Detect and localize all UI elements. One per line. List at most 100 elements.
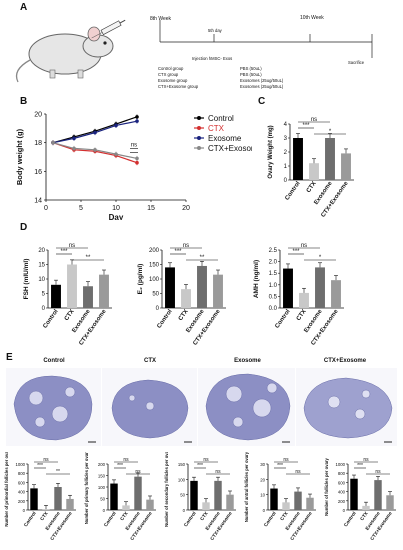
panel-label-d: D	[20, 222, 28, 233]
category-label: CTX	[306, 181, 318, 194]
data-point	[93, 130, 97, 135]
y-tick-label: 10	[38, 277, 45, 283]
sig-label: ns	[311, 117, 317, 123]
sig-label: ***	[60, 249, 68, 255]
category-label: CTX	[119, 510, 130, 522]
y-axis-label: E₂ (pg/ml)	[137, 264, 144, 295]
group-0-treat: PBS (50uL)	[240, 66, 262, 71]
y-tick-label: 200	[338, 499, 346, 504]
bar-1	[362, 505, 370, 510]
timeline	[159, 20, 373, 58]
legend-item-0: Control	[208, 114, 234, 123]
bar-3	[146, 499, 154, 510]
panel-label-b: B	[20, 96, 28, 107]
sig-label: ns	[295, 469, 301, 475]
sig-label: ***	[292, 249, 300, 255]
sig-label: *	[329, 129, 332, 135]
sig-label: ns	[215, 469, 221, 475]
data-point	[72, 136, 76, 141]
bar-2	[325, 138, 335, 180]
y-axis-label: Number of primary follicles per ovary	[84, 452, 89, 524]
y-axis-label: Ovary Weight (mg)	[268, 125, 274, 178]
data-point	[93, 148, 97, 152]
bar-2	[197, 265, 207, 308]
y-tick-label: 200	[98, 462, 106, 467]
bar-0	[165, 267, 175, 308]
category-label: CTX	[296, 309, 308, 322]
panel-label-e: E	[6, 352, 13, 363]
y-tick-label: 4	[284, 122, 288, 128]
y-tick-label: 400	[338, 490, 346, 495]
x-tick-label: 20	[182, 205, 190, 212]
legend-item-3: CTX+Exosome	[208, 144, 252, 153]
y-tick-label: 150	[98, 474, 106, 479]
bar-2	[315, 267, 325, 308]
group-3-treat: Exosomes (25ug/50uL)	[240, 84, 284, 89]
ovary-section-exosome	[205, 373, 291, 441]
group-1-name: CTX group	[158, 72, 179, 77]
bar-3	[386, 495, 394, 510]
sig-label: ***	[357, 463, 363, 469]
y-tick-label: 200	[149, 248, 160, 254]
bar-0	[110, 483, 118, 510]
y-tick-label: 150	[149, 263, 160, 269]
sig-label: ns	[283, 457, 289, 463]
data-point	[114, 123, 118, 128]
y-tick-label: 10	[260, 493, 265, 498]
bar-0	[350, 478, 358, 510]
y-tick-label: 100	[149, 277, 160, 283]
y-tick-label: 600	[18, 480, 26, 485]
y-tick-label: 0	[23, 508, 26, 513]
y-tick-label: 0	[183, 508, 186, 513]
sig-label: ns	[69, 243, 75, 249]
data-point	[51, 140, 55, 145]
bar-2	[374, 480, 382, 510]
y-axis-label: Number of antral follicles per ovary	[244, 452, 249, 522]
sig-label: ns	[363, 457, 369, 463]
x-tick-label: 10	[112, 205, 120, 212]
y-tick-label: 1.0	[269, 283, 278, 289]
category-label: Control	[23, 511, 38, 528]
bar-3	[306, 497, 314, 510]
y-tick-label: 30	[260, 462, 265, 467]
y-tick-label: 0	[284, 178, 288, 184]
y-tick-label: 14	[34, 198, 42, 205]
y-tick-label: 0	[343, 508, 346, 513]
y-tick-label: 400	[18, 490, 26, 495]
y-tick-label: 0.0	[269, 306, 278, 312]
category-label: CTX	[359, 510, 370, 522]
bar-0	[293, 138, 303, 180]
sig-label: ***	[277, 463, 283, 469]
y-axis-label: FSH (mIU/ml)	[23, 259, 30, 300]
category-label: Control	[263, 511, 278, 528]
injection-label: Injection hMSC- Exos	[192, 56, 233, 61]
y-tick-label: 2.0	[269, 260, 278, 266]
y-axis-label: AMH (ng/ml)	[253, 260, 260, 298]
histology-title-control: Control	[43, 358, 65, 364]
bar-0	[30, 488, 38, 510]
category-label: Control	[156, 308, 173, 329]
y-tick-label: 1.5	[269, 271, 278, 277]
bar-1	[202, 502, 210, 510]
x-axis-label: Day	[109, 213, 124, 220]
bar-2	[294, 491, 302, 510]
ovary-section-ctxexo	[303, 377, 393, 439]
y-tick-label: 100	[178, 477, 186, 482]
ns-bracket	[130, 148, 138, 153]
data-point	[135, 156, 139, 161]
y-tick-label: 2.5	[269, 248, 278, 254]
y-tick-label: 20	[38, 248, 45, 254]
bar-0	[51, 284, 61, 308]
y-axis-label: Number of secondary follicles per ovary	[164, 452, 169, 527]
sig-label: ns	[375, 469, 381, 475]
group-1-treat: PBS (50uL)	[240, 72, 262, 77]
y-tick-label: 800	[18, 471, 26, 476]
sig-label: ***	[197, 463, 203, 469]
category-label: CTX	[199, 510, 210, 522]
y-tick-label: 0	[156, 306, 160, 312]
bar-3	[341, 153, 351, 180]
